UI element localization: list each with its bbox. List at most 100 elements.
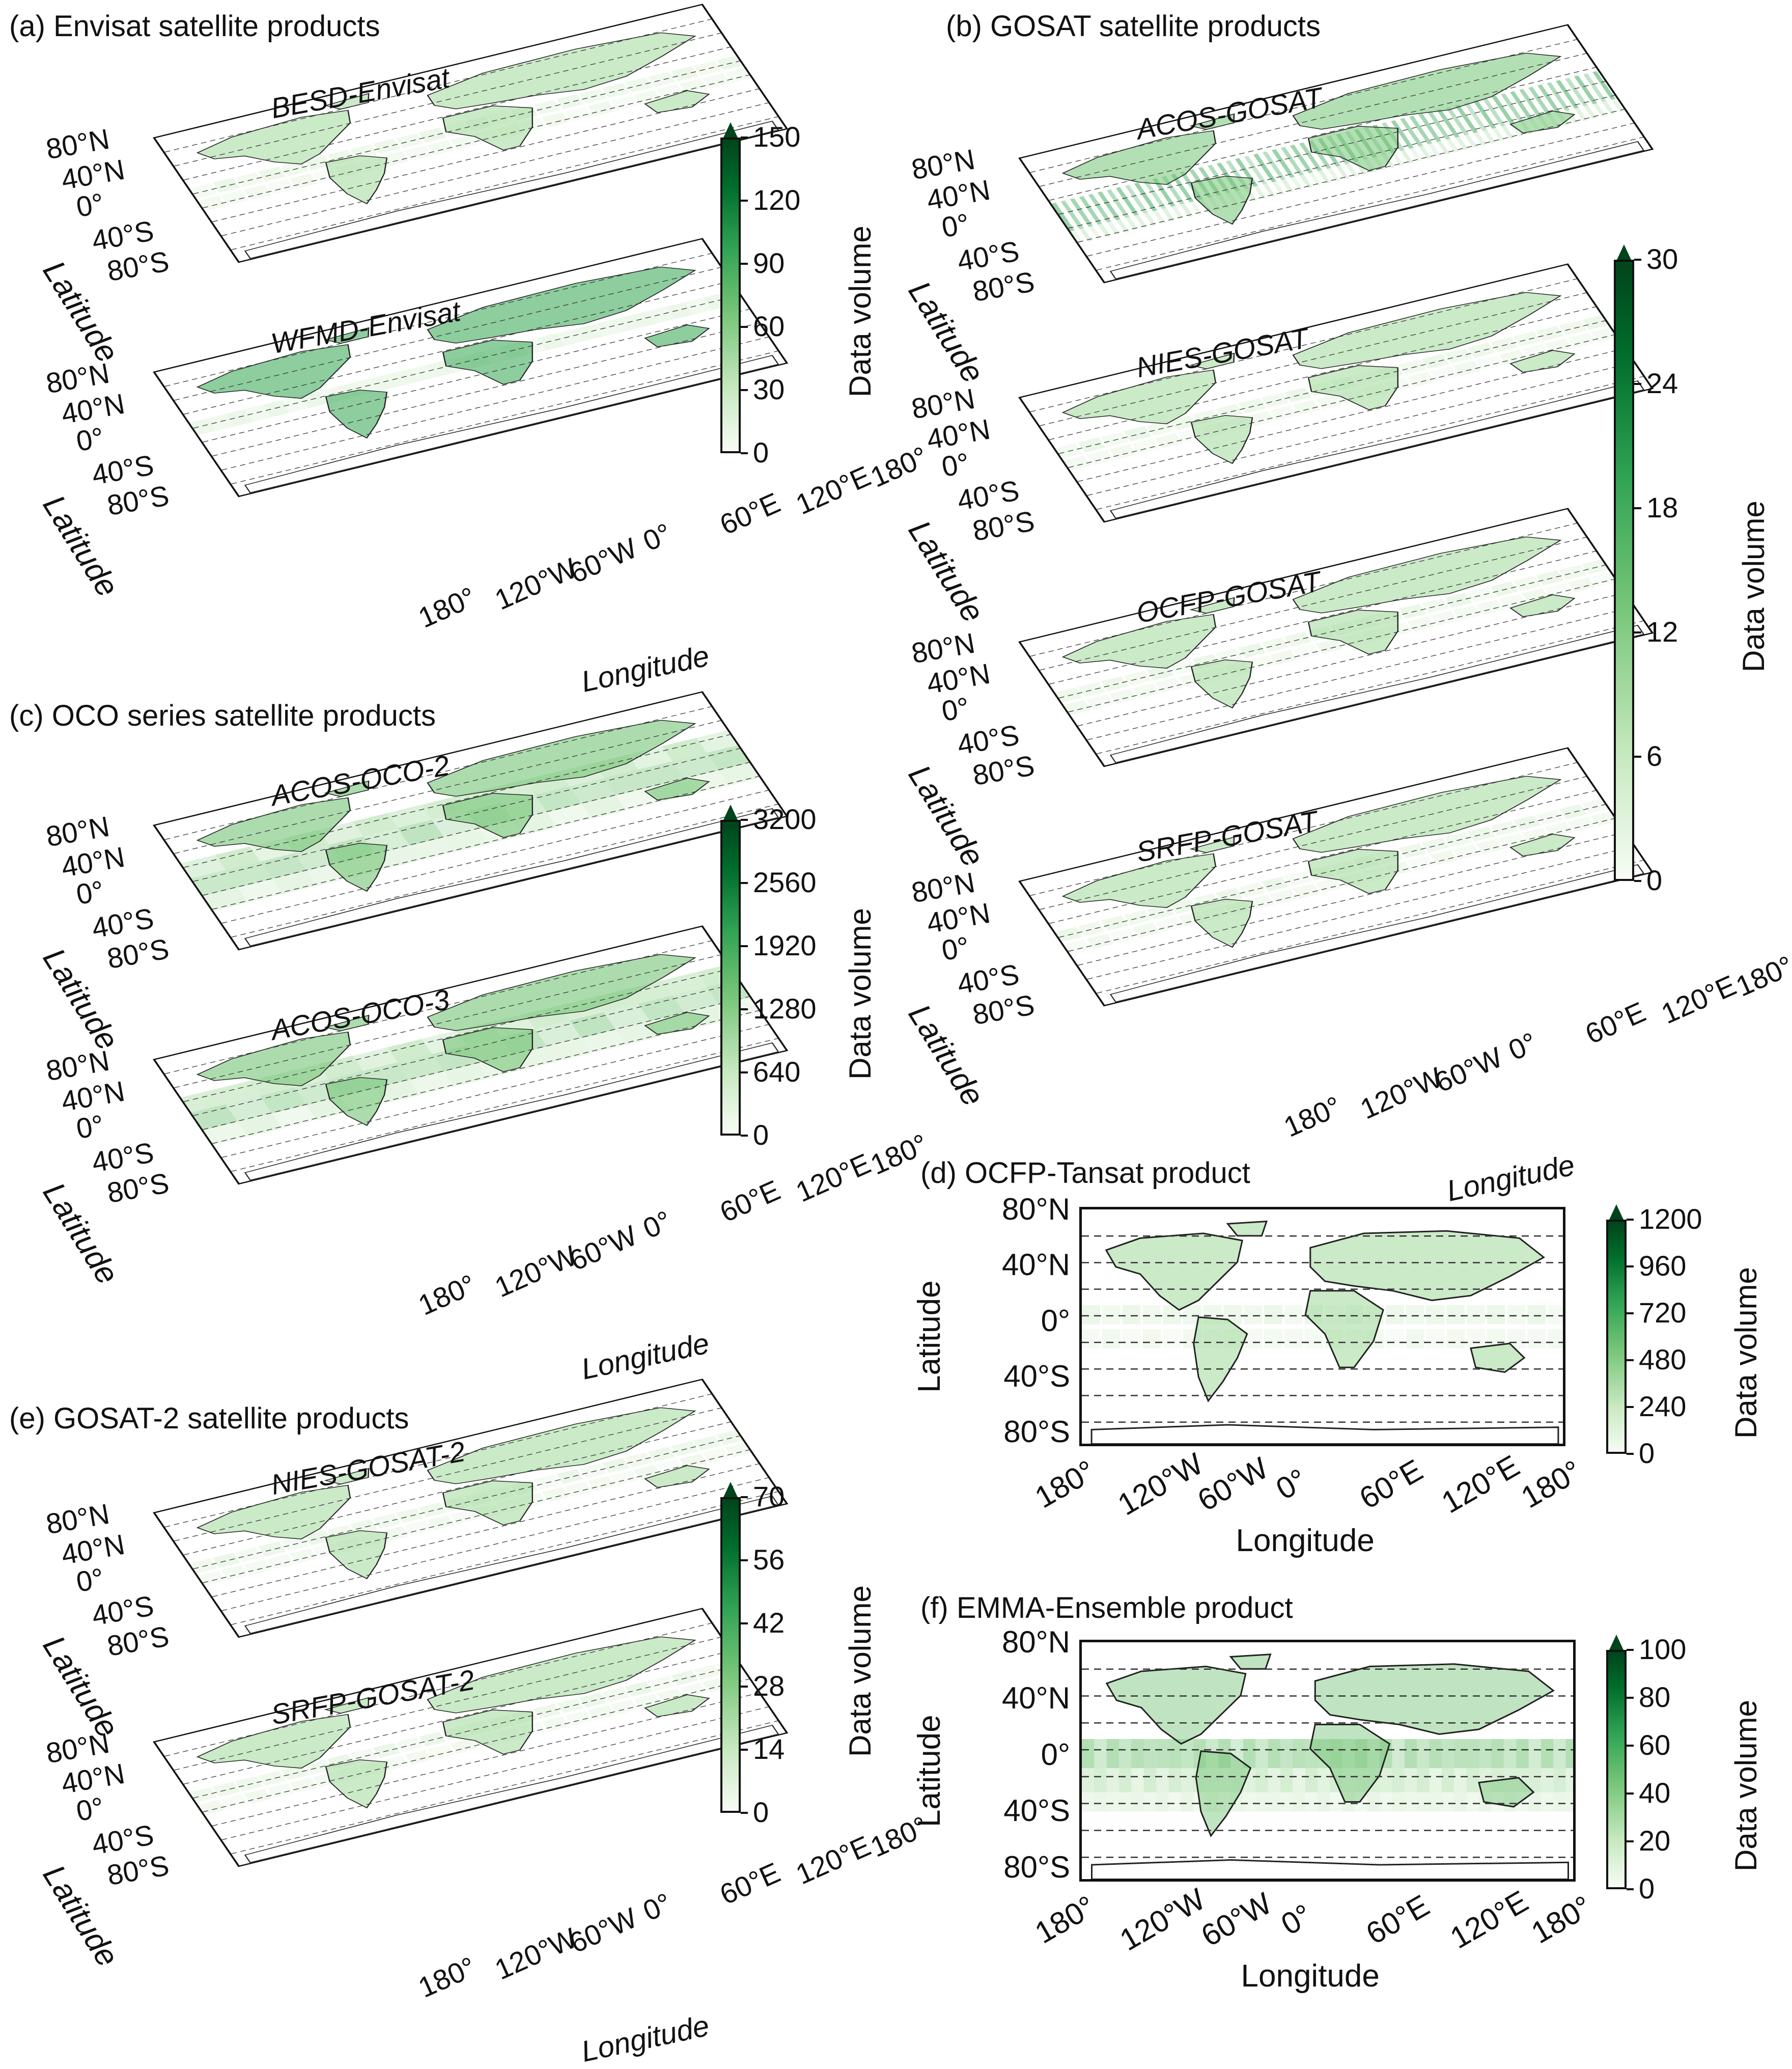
heat-cell xyxy=(1193,1768,1206,1792)
heat-cell xyxy=(1476,355,1504,371)
heat-cell xyxy=(1086,933,1114,949)
longitude-tick: 60°E xyxy=(1580,995,1650,1051)
latitude-tick: 40°N xyxy=(1001,1681,1070,1716)
heat-cell xyxy=(1293,400,1321,415)
continent xyxy=(644,1465,710,1488)
continent xyxy=(1090,1424,1559,1444)
grid-line xyxy=(1087,122,1638,257)
colorbar-tick-label: 6 xyxy=(1646,740,1663,772)
heat-cell xyxy=(1404,1739,1417,1768)
latitude-tick: 80°N xyxy=(1001,1192,1070,1226)
heat-cell xyxy=(1567,577,1595,593)
heat-cell xyxy=(1082,1739,1095,1768)
continent xyxy=(1304,1290,1384,1368)
heat-cell xyxy=(662,737,707,761)
heat-cell xyxy=(1070,198,1093,227)
heat-cell xyxy=(1146,421,1174,436)
heat-cell xyxy=(625,77,653,93)
grid-line xyxy=(1058,564,1609,699)
grid-line xyxy=(1077,347,1628,482)
grid-line xyxy=(1077,592,1628,727)
continent xyxy=(244,1496,779,1634)
heat-cell xyxy=(1293,1739,1305,1768)
heat-cell xyxy=(693,1665,721,1680)
heat-cell xyxy=(1584,105,1597,119)
heat-cell xyxy=(1559,565,1587,580)
heat-cell xyxy=(1168,1739,1181,1768)
heat-cell xyxy=(602,82,630,98)
tilted-map xyxy=(1018,263,1654,523)
heat-cell xyxy=(1417,1768,1430,1792)
panel-c-title: (c) OCO series satellite products xyxy=(9,699,436,732)
grid-line xyxy=(203,995,753,1130)
longitude-tick: 60°E xyxy=(715,1173,785,1229)
heat-cell xyxy=(373,373,400,391)
heat-cell xyxy=(1124,671,1152,686)
heat-cell xyxy=(221,1794,249,1810)
heat-cell xyxy=(1574,75,1598,104)
heat-cell xyxy=(1290,145,1313,174)
heat-cell xyxy=(1490,337,1518,352)
longitude-axis-label: Longitude xyxy=(1444,1148,1578,1208)
heat-cell xyxy=(304,1759,332,1775)
continent xyxy=(1509,834,1576,857)
heat-cell xyxy=(533,1703,561,1719)
heat-cell xyxy=(1567,816,1595,832)
colorbar-tickmark xyxy=(1627,1359,1634,1361)
heat-cell xyxy=(1206,1768,1219,1792)
heat-cell xyxy=(387,1039,432,1063)
heat-cell xyxy=(1189,201,1202,215)
grid-lines xyxy=(164,1622,782,1854)
grid-lines xyxy=(1030,522,1647,754)
heat-cell xyxy=(1097,191,1121,220)
heat-cell xyxy=(181,1089,226,1113)
heat-cell xyxy=(1582,315,1610,330)
grid-line xyxy=(174,953,725,1088)
heat-cell xyxy=(1398,359,1426,375)
heat-cell xyxy=(1119,1792,1132,1812)
heat-cell xyxy=(1541,1739,1554,1768)
colorbar-tickmark xyxy=(1627,1312,1634,1314)
panel-f-title: (f) EMMA-Ensemble product xyxy=(920,1591,1293,1624)
colorbar-tickmark xyxy=(741,1686,748,1688)
heat-cell xyxy=(1559,804,1587,819)
heat-cell xyxy=(1467,1329,1485,1348)
heat-cell xyxy=(1268,1739,1280,1768)
longitude-tick: 60°W xyxy=(1430,1040,1507,1099)
heat-cell xyxy=(1290,177,1303,190)
continent xyxy=(1229,1653,1272,1670)
continent xyxy=(644,90,710,113)
grid-line xyxy=(212,322,763,457)
heat-cell xyxy=(1206,1792,1219,1812)
colorbar-tick-label: 0 xyxy=(753,1119,769,1151)
heat-cell xyxy=(1101,432,1129,447)
heat-cell xyxy=(281,161,309,176)
heat-cell xyxy=(267,179,295,195)
heat-cell xyxy=(1421,353,1449,369)
latitude-tick: 0° xyxy=(73,874,106,911)
grid-lines xyxy=(164,1393,782,1625)
heat-cell xyxy=(1367,1739,1380,1768)
heat-cell xyxy=(1088,194,1111,223)
map-canvas xyxy=(164,705,782,947)
continent-outlines xyxy=(1061,536,1645,763)
grid-line xyxy=(1040,52,1590,187)
heat-cell xyxy=(1070,230,1083,244)
heat-cell xyxy=(1119,1768,1132,1792)
continent xyxy=(325,1077,388,1126)
map-frame xyxy=(1018,263,1654,523)
heat-cell xyxy=(1503,1739,1517,1768)
heat-cell xyxy=(1421,598,1449,614)
heat-cell xyxy=(1156,1739,1169,1768)
longitude-tick: 0° xyxy=(1270,1462,1312,1506)
heat-cell xyxy=(1444,832,1472,847)
heat-cell xyxy=(1280,1792,1293,1812)
longitude-tick: 180° xyxy=(1515,1453,1587,1515)
grid-line xyxy=(203,73,753,208)
heat-cell xyxy=(1318,1792,1330,1812)
heat-cell xyxy=(579,1692,607,1708)
heat-cell xyxy=(1513,332,1541,347)
heat-cell xyxy=(1427,111,1451,140)
heat-cell xyxy=(1263,183,1276,197)
colorbar-label: Data volume xyxy=(1737,501,1771,672)
